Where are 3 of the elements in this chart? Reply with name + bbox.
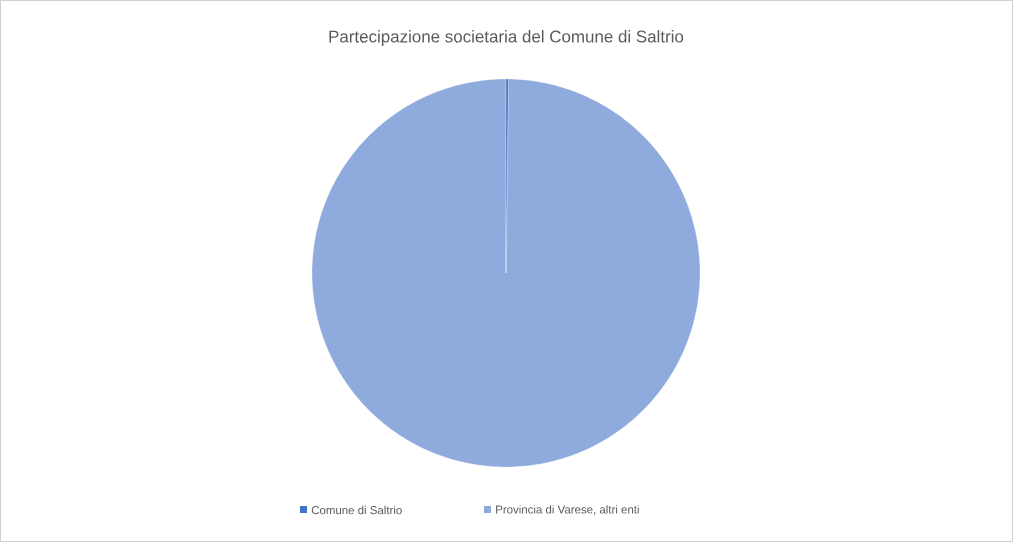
legend-label: Comune di Saltrio xyxy=(311,505,402,515)
legend-label: Provincia di Varese, altri enti xyxy=(496,505,639,515)
chart-title: Partecipazione societaria del Comune di Saltrio xyxy=(329,30,684,46)
